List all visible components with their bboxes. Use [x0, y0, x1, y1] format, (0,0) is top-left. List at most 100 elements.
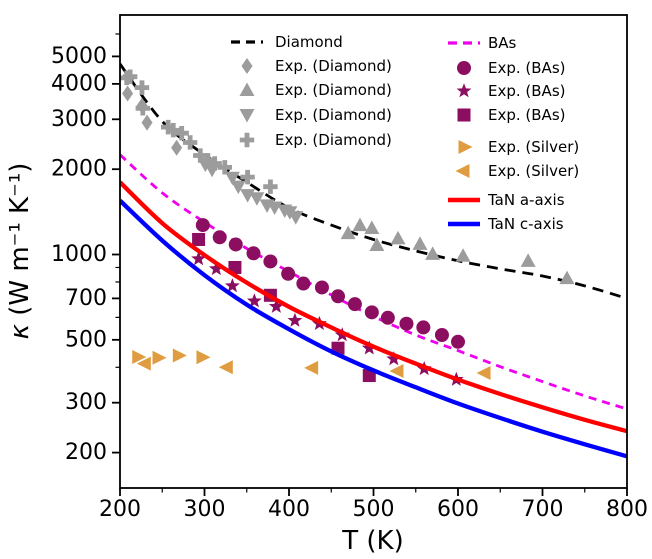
data-point-exp-diamond-triangles-down [249, 192, 265, 206]
y-axis-ticks [112, 33, 120, 454]
legend-column-1: Diamond Exp. (Diamond) Exp. (Diamond) Exp. … [231, 33, 392, 149]
x-axis-label: T (K) [341, 526, 403, 556]
data-point-exp-diamond-plus [193, 148, 208, 163]
series-exp-diamond-plus [120, 69, 278, 194]
data-point-exp-diamond-plus [174, 125, 189, 141]
data-point-exp-diamond-plus [122, 69, 138, 84]
legend-label: Exp. (Diamond) [275, 81, 392, 99]
data-point-exp-bas-circles [281, 266, 296, 281]
series-exp-silver-right [132, 348, 211, 365]
data-point-exp-bas-circles [399, 316, 414, 331]
data-point-exp-diamond-triangles-up [369, 237, 385, 252]
series-diamond-theory-curve [120, 63, 627, 300]
data-point-exp-diamond-triangles-up [340, 225, 356, 240]
series-tan-a-axis-curve [120, 180, 627, 434]
legend-swatch-triangle-up [239, 82, 255, 96]
data-point-exp-bas-stars [386, 351, 402, 366]
legend-label: Exp. (BAs) [488, 82, 565, 100]
legend-entry: Exp. (Diamond) [239, 131, 392, 149]
legend-label: Exp. (BAs) [488, 59, 565, 77]
data-point-exp-bas-circles [228, 237, 243, 252]
data-point-exp-diamond-plus [200, 153, 216, 168]
data-point-exp-diamond-triangles-up [390, 230, 406, 245]
legend-label: Exp. (Diamond) [275, 106, 392, 124]
legend-entry: Exp. (BAs) [457, 59, 565, 77]
data-point-exp-bas-circles [246, 246, 261, 261]
data-point-exp-diamond-triangles-up [559, 270, 575, 285]
data-point-exp-bas-stars [208, 261, 224, 276]
series-exp-diamond-triangles-up [340, 217, 575, 285]
data-point-exp-diamond-triangles-down [230, 180, 246, 195]
legend-swatch-star [456, 83, 472, 98]
y-tick-label: 200 [65, 440, 107, 465]
legend-label: Exp. (Silver) [488, 162, 579, 180]
series-tan-a-axis [120, 180, 627, 434]
x-tick-label: 500 [353, 497, 395, 522]
data-point-exp-diamond-plus [166, 123, 181, 138]
legend-label: TaN c-axis [487, 215, 564, 233]
x-tick-label: 300 [184, 497, 226, 522]
data-point-exp-diamond-plus [182, 135, 198, 150]
data-point-exp-diamond-plus [240, 169, 255, 185]
data-point-exp-diamond-plus [135, 101, 151, 116]
legend: Diamond Exp. (Diamond) Exp. (Diamond) Exp. … [231, 33, 579, 233]
y-tick-label: 500 [65, 327, 107, 352]
axis-tick-labels-layer: 200 300 400 500 600 700 800 200 300 500 700 1000 200… [51, 44, 648, 522]
data-point-exp-silver-right [152, 350, 167, 365]
legend-swatch-triangle-left [455, 164, 470, 178]
legend-swatch-circle [457, 61, 471, 75]
data-point-exp-bas-circles [451, 334, 465, 349]
data-point-exp-bas-stars [246, 293, 262, 308]
data-point-exp-bas-circles [416, 320, 431, 335]
legend-entry: Exp. (Diamond) [241, 57, 392, 75]
legend-label: Exp. (Diamond) [275, 57, 392, 75]
data-point-exp-diamond-plus [217, 160, 232, 175]
series-exp-bas-circles [195, 218, 465, 349]
data-point-exp-diamond-plus [134, 80, 150, 95]
legend-entry: BAs [448, 34, 517, 52]
data-point-exp-diamond-diamonds [141, 114, 153, 131]
y-tick-label: 3000 [51, 107, 107, 132]
legend-swatch-plus [239, 132, 255, 148]
legend-swatch-triangle-down [239, 109, 255, 123]
data-point-exp-diamond-plus [207, 156, 222, 171]
legend-swatch-triangle-right [458, 140, 473, 154]
legend-label: BAs [488, 34, 517, 52]
data-series-layer [120, 63, 627, 459]
data-point-exp-diamond-plus [263, 179, 278, 194]
legend-column-2: BAs Exp. (BAs) Exp. (BAs) Exp. (BAs) Exp. (S… [448, 34, 579, 233]
data-point-exp-silver-left [304, 360, 319, 375]
x-tick-label: 700 [522, 497, 564, 522]
data-point-exp-bas-stars [191, 251, 206, 266]
legend-entry: Exp. (Diamond) [239, 106, 392, 124]
data-point-exp-bas-circles [380, 310, 395, 325]
data-point-exp-silver-right [132, 349, 147, 364]
legend-entry: Exp. (BAs) [457, 106, 565, 124]
legend-entry: Exp. (BAs) [456, 82, 565, 100]
data-point-exp-bas-squares [192, 232, 206, 246]
data-point-exp-bas-circles [195, 218, 210, 233]
data-point-exp-diamond-triangles-up [425, 246, 441, 260]
data-point-exp-bas-stars [287, 312, 303, 327]
data-point-exp-bas-circles [212, 230, 227, 245]
legend-label: Exp. (Silver) [488, 138, 579, 156]
y-tick-label: 300 [65, 390, 107, 415]
legend-entry: Exp. (Silver) [458, 138, 579, 156]
legend-entry: TaN c-axis [448, 215, 564, 233]
data-point-exp-diamond-triangles-up [412, 236, 428, 250]
data-point-exp-diamond-triangles-up [520, 253, 536, 267]
data-point-exp-bas-stars [224, 278, 240, 293]
legend-entry: Diamond [231, 33, 343, 51]
data-point-exp-diamond-triangles-up [352, 217, 368, 232]
x-tick-label: 800 [606, 497, 648, 522]
data-point-exp-silver-right [196, 350, 211, 365]
data-point-exp-bas-circles [347, 297, 362, 312]
data-point-exp-diamond-triangles-down [224, 171, 240, 186]
y-tick-label: 2000 [51, 157, 107, 182]
data-point-exp-diamond-triangles-up [364, 220, 380, 235]
data-point-exp-diamond-diamonds [122, 85, 134, 102]
x-tick-label: 400 [268, 497, 310, 522]
x-tick-label: 600 [437, 497, 479, 522]
